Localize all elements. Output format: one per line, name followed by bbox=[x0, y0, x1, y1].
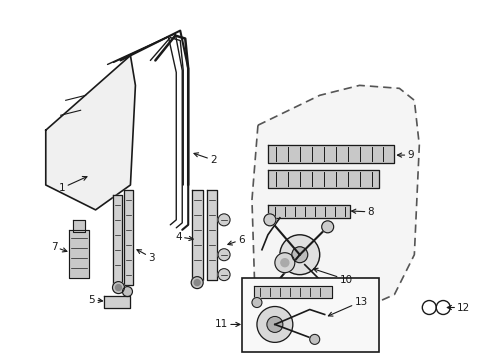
Circle shape bbox=[191, 276, 203, 289]
Bar bbox=[242, 278, 379, 352]
Text: 4: 4 bbox=[175, 232, 193, 242]
Circle shape bbox=[280, 259, 288, 267]
Text: 2: 2 bbox=[194, 153, 216, 165]
Circle shape bbox=[194, 280, 200, 285]
Polygon shape bbox=[192, 190, 203, 280]
Text: 7: 7 bbox=[51, 242, 67, 252]
Circle shape bbox=[115, 285, 121, 291]
Text: 12: 12 bbox=[447, 302, 469, 312]
Polygon shape bbox=[207, 190, 217, 280]
Text: 6: 6 bbox=[227, 235, 244, 245]
Circle shape bbox=[218, 249, 229, 261]
Text: 10: 10 bbox=[313, 268, 352, 285]
Circle shape bbox=[279, 235, 319, 275]
Polygon shape bbox=[267, 170, 379, 188]
Text: 8: 8 bbox=[351, 207, 373, 217]
Circle shape bbox=[112, 282, 124, 293]
Polygon shape bbox=[267, 205, 349, 218]
Polygon shape bbox=[103, 296, 130, 307]
Text: 9: 9 bbox=[397, 150, 413, 160]
Polygon shape bbox=[124, 190, 133, 285]
Text: 13: 13 bbox=[328, 297, 367, 316]
Circle shape bbox=[268, 279, 280, 291]
Circle shape bbox=[218, 269, 229, 280]
Circle shape bbox=[264, 214, 275, 226]
Polygon shape bbox=[112, 195, 122, 285]
Text: 5: 5 bbox=[88, 294, 102, 305]
Circle shape bbox=[274, 253, 294, 273]
Polygon shape bbox=[253, 285, 331, 298]
Circle shape bbox=[218, 214, 229, 226]
Circle shape bbox=[266, 316, 282, 332]
Text: 1: 1 bbox=[59, 176, 87, 193]
Circle shape bbox=[291, 247, 307, 263]
Polygon shape bbox=[68, 230, 88, 278]
Circle shape bbox=[321, 221, 333, 233]
Circle shape bbox=[251, 298, 262, 307]
Circle shape bbox=[256, 306, 292, 342]
Polygon shape bbox=[73, 220, 84, 232]
Text: 3: 3 bbox=[137, 250, 155, 263]
Circle shape bbox=[309, 334, 319, 345]
Polygon shape bbox=[267, 145, 394, 163]
Polygon shape bbox=[46, 55, 135, 210]
Text: 11: 11 bbox=[214, 319, 240, 329]
Circle shape bbox=[122, 287, 132, 297]
Polygon shape bbox=[251, 85, 419, 315]
